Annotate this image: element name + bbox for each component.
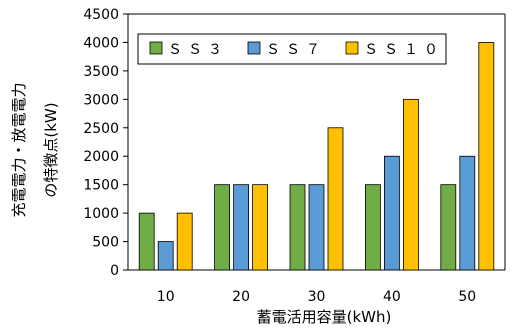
legend-label: ＳＳ１０ bbox=[364, 42, 444, 58]
y-tick-label: 2000 bbox=[83, 149, 119, 165]
bar bbox=[289, 184, 306, 271]
bar bbox=[383, 155, 400, 271]
legend-swatch bbox=[345, 41, 359, 55]
legend-swatch bbox=[149, 41, 163, 55]
x-axis-title: 蓄電活用容量(kWh) bbox=[257, 308, 392, 326]
x-axis-ticks: 10 20 30 40 50 bbox=[157, 289, 476, 305]
y-tick-label: 3500 bbox=[83, 64, 119, 80]
x-tick-label: 10 bbox=[157, 289, 175, 305]
y-tick-label: 4500 bbox=[83, 7, 119, 23]
y-tick-label: 0 bbox=[110, 263, 119, 279]
y-tick-label: 3000 bbox=[83, 92, 119, 108]
legend-label: ＳＳ７ bbox=[266, 42, 326, 58]
x-tick-label: 40 bbox=[383, 289, 401, 305]
y-tick-label: 1000 bbox=[83, 206, 119, 222]
bar bbox=[138, 212, 155, 271]
x-tick-label: 30 bbox=[308, 289, 326, 305]
bar bbox=[364, 184, 381, 271]
bar bbox=[440, 184, 457, 271]
y-tick-label: 4000 bbox=[83, 35, 119, 51]
bar bbox=[478, 42, 495, 271]
y-tick-label: 500 bbox=[92, 235, 119, 251]
x-tick-label: 20 bbox=[232, 289, 250, 305]
y-axis-title-line2: の特徴点(kW) bbox=[42, 102, 60, 197]
legend-box bbox=[137, 33, 447, 65]
bar bbox=[308, 184, 325, 271]
legend-label: ＳＳ３ bbox=[168, 42, 228, 58]
legend-swatch bbox=[247, 41, 261, 55]
y-tick-label: 2500 bbox=[83, 121, 119, 137]
y-tick-label: 1500 bbox=[83, 178, 119, 194]
bar bbox=[176, 212, 193, 271]
y-axis-ticks: 0 500 1000 1500 2000 2500 3000 3500 4000 4500 bbox=[83, 7, 128, 279]
y-axis-title-line1: 充電電力・放電電力 bbox=[10, 82, 28, 217]
bar bbox=[233, 184, 250, 271]
bar bbox=[214, 184, 231, 271]
bar bbox=[252, 184, 269, 271]
legend: ＳＳ３ ＳＳ７ ＳＳ１０ bbox=[137, 33, 447, 65]
bars bbox=[138, 42, 495, 271]
bar bbox=[402, 98, 419, 271]
x-tick-label: 50 bbox=[458, 289, 476, 305]
bar bbox=[327, 127, 344, 271]
bar bbox=[157, 241, 174, 271]
bar bbox=[459, 155, 476, 271]
